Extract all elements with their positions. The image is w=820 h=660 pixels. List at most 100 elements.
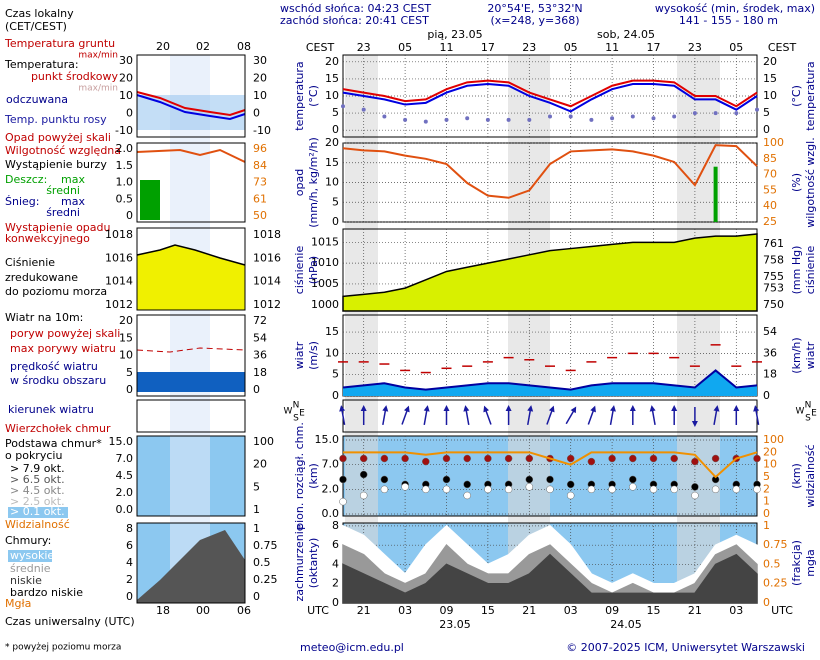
- cloud-dot: [380, 475, 389, 484]
- legend-text: Widzialność: [5, 518, 70, 531]
- axis-label: (%): [790, 173, 803, 192]
- mini-tick: 20: [119, 72, 133, 85]
- date: sob, 24.05: [597, 28, 655, 41]
- cloud-dot: [442, 454, 451, 463]
- legend-text: w środku obszaru: [10, 374, 106, 387]
- y-tick-label: 2: [332, 577, 339, 590]
- wind-arrow: [609, 405, 616, 425]
- y2-tick-label: 0: [763, 123, 770, 136]
- cloud-dot: [649, 485, 658, 494]
- mini-tick: 1016: [253, 251, 281, 264]
- legend-text: wysokie: [10, 549, 54, 562]
- cloud-dot: [484, 454, 492, 463]
- axis-label: (km/h): [790, 337, 803, 373]
- cloud-dot: [546, 475, 554, 484]
- mini-tick: 08: [237, 40, 251, 53]
- arrow-head: [483, 405, 490, 413]
- mini-tick: 2.0: [116, 486, 134, 499]
- mini-tick: 1012: [105, 298, 133, 311]
- legend-text: Opad powyżej skali: [5, 131, 111, 144]
- y-tick-label: 1000: [311, 298, 339, 311]
- y2-tick-label: 20: [763, 445, 777, 458]
- wind-arrow: [483, 405, 492, 425]
- axis-label: wilgotność wzgl.: [804, 137, 817, 227]
- y-tick-label: 15: [325, 156, 339, 169]
- mini-tick: 0: [126, 209, 133, 222]
- x-tick-label: 21: [688, 604, 702, 617]
- mini-tick: 0.5: [253, 556, 271, 569]
- legend-text: Śnieg:: [5, 195, 39, 208]
- x-tick-label: 05: [729, 41, 743, 54]
- line: [342, 369, 758, 391]
- wind-arrow: [401, 405, 410, 425]
- y2-tick-label: 70: [763, 168, 777, 181]
- cloud-dot: [504, 454, 513, 463]
- mini-tick: 1018: [105, 228, 133, 241]
- arrow-head: [691, 421, 698, 427]
- compass: W: [284, 407, 293, 417]
- mini-tick: -10: [253, 124, 271, 137]
- cloud-dot: [566, 454, 575, 463]
- cloud-dot: [339, 475, 347, 484]
- mini-tick: 100: [253, 435, 274, 448]
- compass: E: [299, 409, 305, 419]
- arrow-head: [339, 405, 346, 412]
- cloud-dot: [525, 475, 534, 484]
- dot: [527, 117, 532, 122]
- legend-text: Wystąpienie opadu: [5, 221, 110, 234]
- legend-illustrations: [136, 91, 246, 603]
- cloud-dot: [691, 483, 699, 491]
- wind-arrow: [443, 405, 450, 425]
- y2-tick-label: 1: [763, 495, 770, 508]
- legend-text: max: [61, 195, 85, 208]
- dot: [506, 117, 511, 122]
- x-tick-label: 15: [647, 604, 661, 617]
- cloud-dot: [525, 483, 534, 491]
- x-tick-label: 17: [647, 41, 661, 54]
- y-tick-label: 10: [325, 346, 339, 359]
- x-tick-label: 05: [398, 41, 412, 54]
- mini-tick: 2.0: [116, 142, 134, 155]
- mini-tick: 06: [237, 604, 251, 617]
- axis-label: (frakcja): [790, 540, 803, 586]
- axis-label: wiatr: [293, 341, 306, 369]
- y2-tick-label: 10: [763, 89, 777, 102]
- legend-text: do poziomu morza: [5, 285, 107, 298]
- arrow-head: [590, 405, 596, 413]
- panel: [339, 405, 760, 427]
- cloud-dot: [525, 454, 534, 463]
- y2-tick-label: 0: [763, 507, 770, 520]
- legend-text: Deszcz:: [5, 173, 47, 186]
- arrow-head: [360, 405, 367, 411]
- arrow-head: [403, 405, 410, 413]
- mini-tick: 7.0: [116, 452, 134, 465]
- coords: 20°54'E, 53°32'N: [487, 2, 582, 15]
- y2-tick-label: 0: [763, 389, 770, 402]
- mini-tick: 0: [126, 590, 133, 603]
- y-tick-label: 8: [332, 519, 339, 532]
- wind-arrow: [360, 405, 367, 425]
- wind-arrow: [546, 405, 555, 425]
- axis-label: (mm Hg): [790, 246, 803, 295]
- mini-tick: 18: [156, 604, 170, 617]
- legend-text: Czas lokalny: [5, 7, 74, 20]
- mini-tick: 54: [253, 331, 267, 344]
- dot: [610, 116, 615, 121]
- arrow-head: [548, 405, 555, 413]
- mini-tick: 8: [126, 522, 133, 535]
- cloud-dot: [711, 454, 720, 463]
- cloud-dot: [711, 485, 720, 494]
- cloud-dot: [463, 480, 471, 489]
- cloud-dot: [753, 485, 761, 494]
- y2-tick-label: 758: [763, 254, 784, 267]
- cloud-dot: [504, 485, 513, 494]
- grid-point: (x=248, y=368): [490, 14, 579, 27]
- line: [342, 83, 758, 113]
- dot: [341, 104, 345, 109]
- legend-text: konwekcyjnego: [5, 232, 90, 245]
- y-tick-label: 0.0: [322, 507, 340, 520]
- y2-tick-label: 20: [763, 55, 777, 68]
- mini-tick: 1: [253, 503, 260, 516]
- cloud-dot: [359, 454, 368, 463]
- legend-text: Temperatura gruntu: [4, 37, 115, 50]
